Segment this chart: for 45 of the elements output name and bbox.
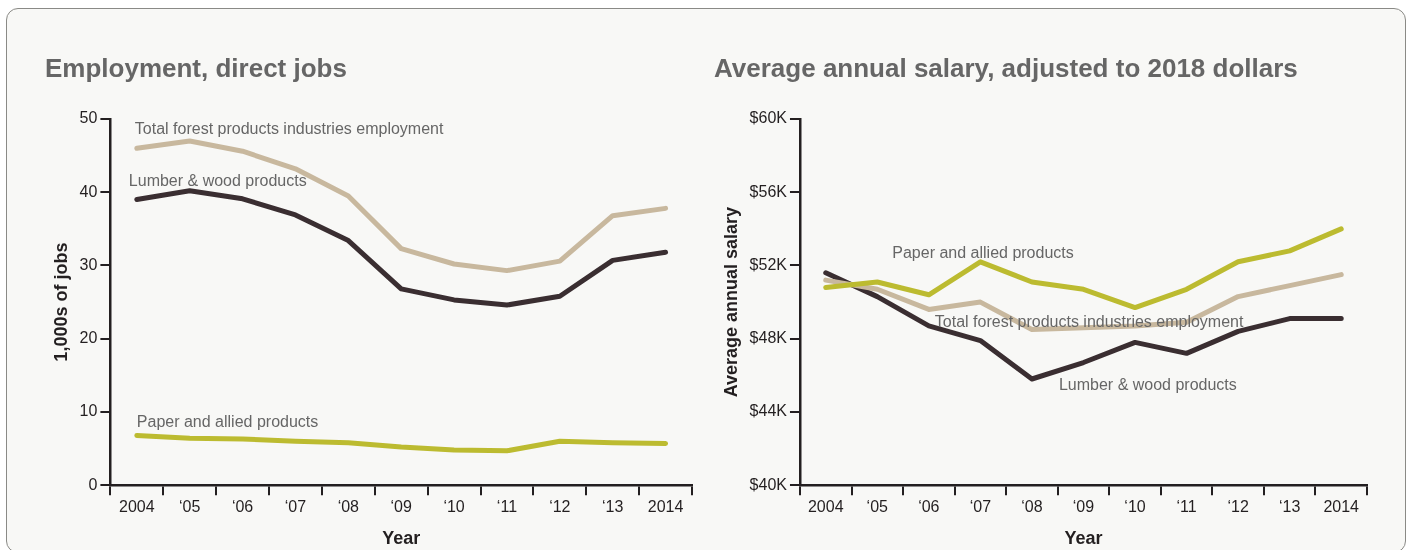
x-tick-label: ‘12 xyxy=(549,498,571,516)
x-tick-label: ‘09 xyxy=(1072,498,1095,516)
x-tick-label: ‘07 xyxy=(284,498,307,516)
x-tick-label: ‘07 xyxy=(969,498,992,516)
y-tick-label: $60K xyxy=(749,109,788,127)
y-tick-label: $48K xyxy=(749,329,788,347)
y-tick-label: $40K xyxy=(749,475,788,493)
x-tick-label: 2004 xyxy=(807,498,844,516)
x-tick-label: ‘13 xyxy=(1279,498,1301,516)
y-tick-label: $44K xyxy=(749,402,788,420)
series-label: Total forest products industries employment xyxy=(134,119,444,137)
y-axis-title: 1,000s of jobs xyxy=(50,242,71,362)
y-tick-label: 20 xyxy=(79,329,98,347)
x-tick-label: ‘06 xyxy=(918,498,940,516)
series-label: Paper and allied products xyxy=(892,244,1074,262)
y-tick-label: 30 xyxy=(79,255,98,273)
x-tick-label: ‘08 xyxy=(1021,498,1043,516)
y-tick-label: 50 xyxy=(79,109,98,127)
x-tick-label: 2014 xyxy=(647,498,684,516)
y-tick-label: $56K xyxy=(749,182,788,200)
chart-title: Average annual salary, adjusted to 2018 dollars xyxy=(714,53,1298,84)
x-tick-label: ‘11 xyxy=(1176,498,1197,516)
series-label: Paper and allied products xyxy=(136,412,319,430)
x-tick-label: ‘08 xyxy=(337,498,360,516)
x-tick-label: 2014 xyxy=(1323,498,1360,516)
x-tick-label: ‘11 xyxy=(496,498,518,516)
x-tick-label: ‘13 xyxy=(602,498,624,516)
x-axis-title: Year xyxy=(382,528,421,549)
x-tick-label: ‘05 xyxy=(179,498,201,516)
y-tick-label: $52K xyxy=(749,255,788,273)
x-tick-label: 2004 xyxy=(119,498,155,516)
y-tick-label: 10 xyxy=(79,402,98,420)
x-tick-label: ‘10 xyxy=(443,498,465,516)
y-tick-label: 0 xyxy=(88,475,98,493)
x-axis-title: Year xyxy=(1064,528,1103,549)
series-label: Lumber & wood products xyxy=(1058,376,1237,394)
x-tick-label: ‘05 xyxy=(866,498,889,516)
series-label: Lumber & wood products xyxy=(128,171,307,189)
x-tick-label: ‘09 xyxy=(390,498,412,516)
y-tick-label: 40 xyxy=(79,182,98,200)
chart-title: Employment, direct jobs xyxy=(45,53,347,84)
x-tick-label: ‘12 xyxy=(1227,498,1249,516)
y-axis-title: Average annual salary xyxy=(720,206,741,398)
x-tick-label: ‘10 xyxy=(1124,498,1146,516)
x-tick-label: ‘06 xyxy=(231,498,254,516)
